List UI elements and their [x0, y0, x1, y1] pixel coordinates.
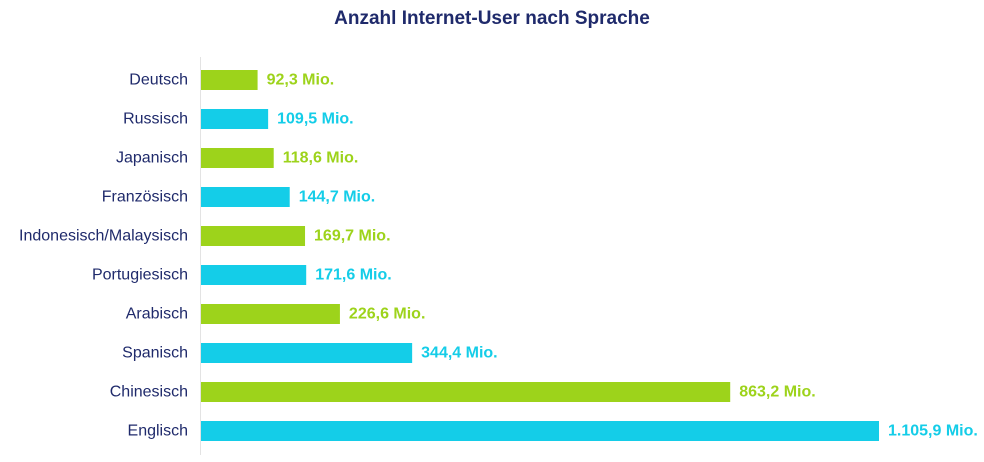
value-label: 109,5 Mio.: [277, 111, 353, 128]
bar: [201, 109, 269, 129]
bar: [201, 382, 731, 402]
value-label: 169,7 Mio.: [314, 228, 390, 245]
category-label: Indonesisch/Malaysisch: [19, 228, 188, 245]
category-label: Portugiesisch: [92, 267, 188, 284]
category-label: Spanisch: [122, 345, 188, 362]
value-label: 226,6 Mio.: [349, 306, 425, 323]
value-label: 344,4 Mio.: [421, 345, 497, 362]
category-label: Chinesisch: [110, 384, 188, 401]
category-label: Englisch: [128, 423, 188, 440]
bars-group: Deutsch 92,3 Mio. Russisch 109,5 Mio. Japani…: [19, 70, 978, 441]
category-label: Russisch: [123, 111, 188, 128]
bar: [201, 187, 290, 207]
bar: [201, 343, 413, 363]
bar: [201, 265, 307, 285]
bar: [201, 421, 879, 441]
value-label: 1.105,9 Mio.: [888, 423, 978, 440]
bar: [201, 148, 274, 168]
value-label: 171,6 Mio.: [315, 267, 391, 284]
bar: [201, 226, 306, 246]
bar: [201, 70, 258, 90]
category-label: Japanisch: [116, 150, 188, 167]
category-label: Deutsch: [129, 72, 188, 89]
value-label: 92,3 Mio.: [267, 72, 335, 89]
chart-title: Anzahl Internet-User nach Sprache: [334, 8, 650, 29]
category-label: Französisch: [102, 189, 188, 206]
value-label: 144,7 Mio.: [299, 189, 375, 206]
value-label: 118,6 Mio.: [283, 150, 359, 167]
category-label: Arabisch: [126, 306, 188, 323]
bar: [201, 304, 340, 324]
value-label: 863,2 Mio.: [739, 384, 815, 401]
